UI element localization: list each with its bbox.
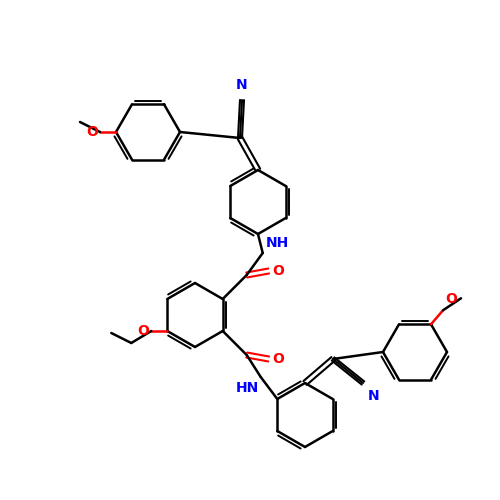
Text: O: O (86, 125, 98, 139)
Text: NH: NH (266, 236, 289, 250)
Text: O: O (272, 264, 284, 278)
Text: O: O (138, 324, 149, 338)
Text: N: N (368, 389, 380, 403)
Text: O: O (272, 352, 284, 366)
Text: N: N (236, 78, 248, 92)
Text: O: O (445, 292, 457, 306)
Text: HN: HN (236, 381, 258, 395)
